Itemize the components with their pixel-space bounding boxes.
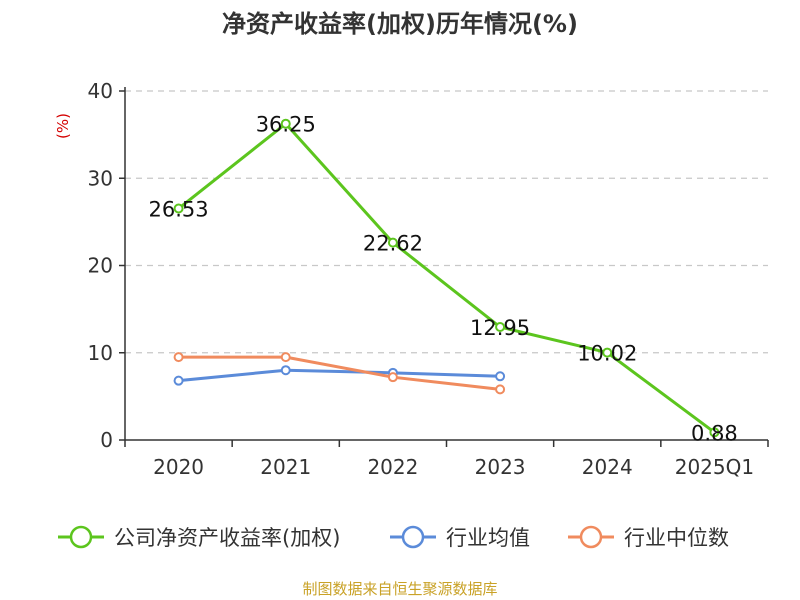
data-point xyxy=(280,352,291,363)
data-point xyxy=(280,118,291,129)
chart-title: 净资产收益率(加权)历年情况(%) xyxy=(222,10,578,38)
series-line-0 xyxy=(177,122,716,434)
x-tick-label: 2022 xyxy=(367,455,418,479)
grid-lines xyxy=(125,90,768,354)
data-label: 36.25 xyxy=(256,113,316,137)
data-label: 22.62 xyxy=(363,232,423,256)
x-tick-label: 2025Q1 xyxy=(675,455,754,479)
data-point xyxy=(602,347,613,358)
y-tick-label: 0 xyxy=(100,428,113,452)
axes: 0 10 20 30 40 2020 2021 2022 2023 2024 2025Q1 (%) xyxy=(54,79,769,479)
legend: 公司净资产收益率(加权) 行业均值 行业中位数 xyxy=(58,525,729,550)
data-point xyxy=(387,237,398,248)
series-line-1 xyxy=(178,368,501,383)
x-tick-label: 2021 xyxy=(260,455,311,479)
data-labels: 26.53 36.25 22.62 12.95 10.02 0.88 xyxy=(149,113,738,446)
x-tick-label: 2023 xyxy=(475,455,526,479)
data-point xyxy=(709,427,720,438)
data-point xyxy=(495,384,506,395)
legend-label: 行业中位数 xyxy=(624,526,729,550)
legend-marker xyxy=(579,525,603,549)
series-group xyxy=(173,118,720,438)
legend-marker xyxy=(401,525,425,549)
data-point xyxy=(173,352,184,363)
data-point xyxy=(173,203,184,214)
y-tick-label: 40 xyxy=(88,79,113,103)
data-label: 26.53 xyxy=(149,198,209,222)
legend-marker xyxy=(69,525,93,549)
data-point xyxy=(495,322,506,333)
y-tick-label: 20 xyxy=(88,254,113,278)
y-axis-label: (%) xyxy=(54,113,72,139)
legend-label: 公司净资产收益率(加权) xyxy=(114,526,340,550)
x-tick-label: 2024 xyxy=(582,455,633,479)
data-point xyxy=(387,372,398,383)
data-label: 10.02 xyxy=(577,342,637,366)
data-label: 12.95 xyxy=(470,316,530,340)
y-tick-label: 30 xyxy=(88,166,113,190)
series-line-2 xyxy=(178,355,501,391)
y-tick-label: 10 xyxy=(88,341,113,365)
data-point xyxy=(280,365,291,376)
data-label: 0.88 xyxy=(691,421,738,445)
source-note: 制图数据来自恒生聚源数据库 xyxy=(302,580,498,598)
x-tick-label: 2020 xyxy=(153,455,204,479)
legend-label: 行业均值 xyxy=(446,526,530,550)
data-point xyxy=(173,375,184,386)
data-point xyxy=(495,371,506,382)
